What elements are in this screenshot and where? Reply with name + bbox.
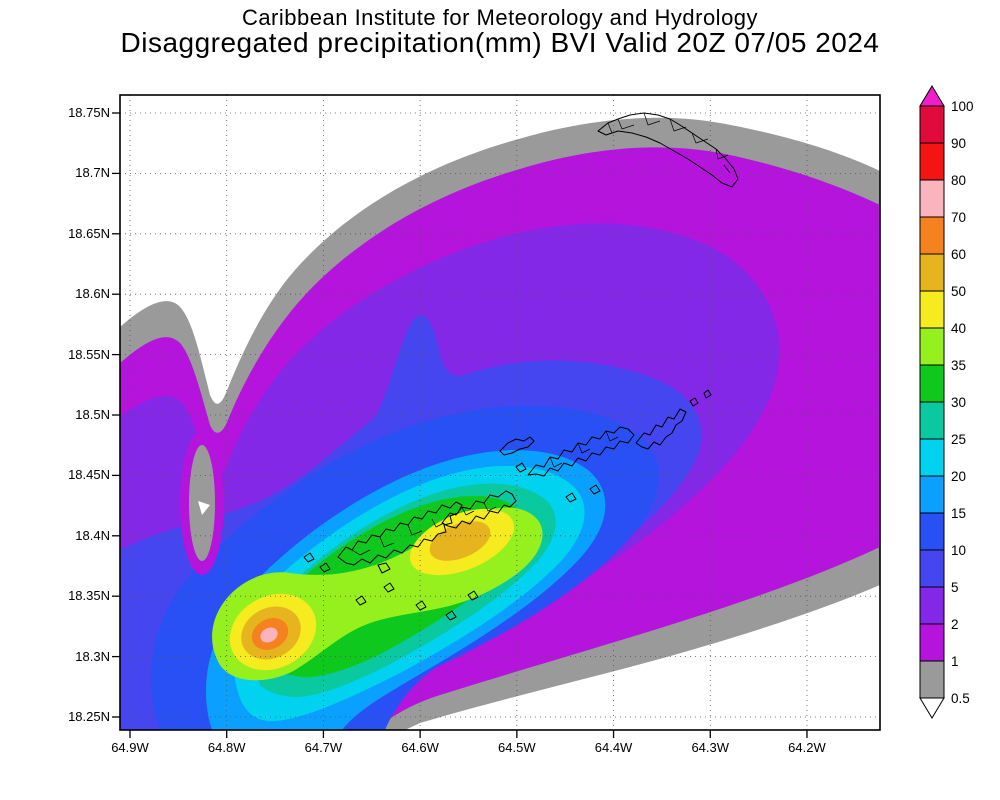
y-axis-label: 18.25N xyxy=(68,709,110,724)
colorbar-segment xyxy=(919,660,945,699)
x-axis-label: 64.2W xyxy=(788,740,826,755)
x-axis-label: 64.7W xyxy=(304,740,343,755)
y-axis-label: 18.65N xyxy=(68,225,110,241)
island-jost-van-dyke xyxy=(499,436,535,456)
colorbar-segment xyxy=(919,623,945,662)
island-peter-norman xyxy=(565,484,601,503)
x-axis-label: 64.4W xyxy=(594,740,633,755)
island-narrows-cays xyxy=(515,462,527,473)
island-tortola xyxy=(527,426,635,477)
y-axis-label: 18.45N xyxy=(68,467,110,483)
colorbar-label: 40 xyxy=(951,321,966,336)
colorbar-segment xyxy=(919,586,945,625)
colorbar-label: 1 xyxy=(951,654,959,669)
island-small-cays-west xyxy=(303,552,331,573)
island-virgin-gorda xyxy=(635,408,687,450)
colorbar-segment xyxy=(919,105,945,144)
colorbar-segment xyxy=(919,364,945,403)
colorbar-segment xyxy=(919,475,945,514)
colorbar-label: 25 xyxy=(951,432,966,447)
colorbar-label: 100 xyxy=(951,99,974,114)
colorbar-label: 90 xyxy=(951,136,966,151)
island-water-island xyxy=(377,562,391,574)
colorbar-label: 2 xyxy=(951,617,959,632)
island-anegada-watersheds xyxy=(607,112,731,174)
y-axis-label: 18.35N xyxy=(68,588,110,604)
island-outlines xyxy=(303,112,739,621)
x-axis-label: 64.3W xyxy=(691,740,730,755)
colorbar-segment xyxy=(919,290,945,329)
island-small-cays-south xyxy=(355,582,479,621)
colorbar-label: 15 xyxy=(951,506,966,521)
x-axis-label: 64.8W xyxy=(207,740,246,755)
colorbar-segment xyxy=(919,512,945,551)
grid-lines xyxy=(120,95,880,730)
x-axis-label: 64.5W xyxy=(498,740,536,755)
y-axis-label: 18.55N xyxy=(68,346,110,362)
y-axis-label: 18.5N xyxy=(75,407,110,422)
island-tortola-watersheds xyxy=(549,430,619,468)
plot-frame xyxy=(119,94,881,731)
y-axis-label: 18.4N xyxy=(75,527,110,543)
colorbar-label: 70 xyxy=(951,210,966,225)
colorbar-label: 35 xyxy=(951,358,966,373)
colorbar-segment xyxy=(919,327,945,366)
precipitation-map xyxy=(112,94,881,738)
colorbar-label: 10 xyxy=(951,543,966,558)
colorbar-label: 5 xyxy=(951,580,959,595)
colorbar-segment xyxy=(919,549,945,588)
colorbar-segment xyxy=(919,216,945,255)
contour-band-ge-70mm xyxy=(260,627,278,643)
colorbar-under-arrow xyxy=(919,697,945,719)
colorbar-over-arrow xyxy=(919,85,945,107)
axis-ticks xyxy=(112,112,808,738)
colorbar-segment xyxy=(919,401,945,440)
colorbar-segment xyxy=(919,142,945,181)
y-axis-label: 18.7N xyxy=(75,165,110,181)
dry-min-white-spot xyxy=(198,501,210,515)
page-title: Caribbean Institute for Meteorology and … xyxy=(241,5,759,30)
colorbar-segment xyxy=(919,253,945,292)
colorbar-label: 0.5 xyxy=(951,691,970,706)
colorbar: 100 90 80 70 60 50 40 35 30 25 20 15 10 5 2 1 0.5 xyxy=(919,85,974,719)
colorbar-label: 30 xyxy=(951,395,966,410)
contour-band-ge-50mm-ne xyxy=(429,521,491,561)
colorbar-label: 20 xyxy=(951,469,966,484)
colorbar-segment xyxy=(919,438,945,477)
x-axis-label: 64.6W xyxy=(401,740,439,755)
colorbar-segments xyxy=(919,105,945,699)
island-anegada xyxy=(597,112,739,188)
colorbar-label: 60 xyxy=(951,247,966,262)
island-st-john-watersheds xyxy=(461,502,497,516)
colorbar-labels: 100 90 80 70 60 50 40 35 30 25 20 15 10 5 2 1 0.5 xyxy=(951,99,974,706)
x-axis-label: 64.9W xyxy=(111,740,149,755)
y-axis-label: 18.3N xyxy=(75,648,110,664)
colorbar-label: 50 xyxy=(951,284,966,299)
colorbar-segment xyxy=(919,179,945,218)
page-subtitle: Disaggregated precipitation(mm) BVI Vali… xyxy=(120,27,880,58)
island-st-john xyxy=(441,490,517,529)
contour-field xyxy=(120,117,880,731)
y-axis-label: 18.6N xyxy=(75,286,110,302)
island-st-thomas-watersheds xyxy=(351,518,445,556)
y-axis-label: 18.75N xyxy=(68,105,110,120)
island-dogs-cays-east xyxy=(689,389,712,407)
colorbar-label: 80 xyxy=(951,173,966,188)
